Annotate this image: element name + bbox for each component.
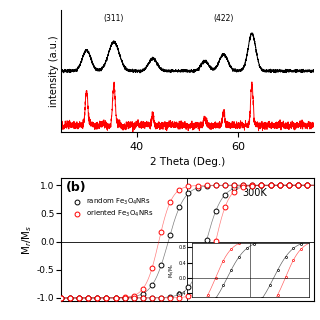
oriented Fe$_3$O$_4$NRs: [68, 296, 72, 300]
oriented Fe$_3$O$_4$NRs: [95, 296, 99, 300]
oriented Fe$_3$O$_4$NRs: [123, 295, 126, 299]
random Fe$_3$O$_4$NRs: [205, 184, 209, 188]
oriented Fe$_3$O$_4$NRs: [214, 183, 218, 187]
random Fe$_3$O$_4$NRs: [141, 292, 145, 296]
random Fe$_3$O$_4$NRs: [86, 296, 90, 300]
random Fe$_3$O$_4$NRs: [287, 183, 291, 187]
oriented Fe$_3$O$_4$NRs: [205, 183, 209, 187]
oriented Fe$_3$O$_4$NRs: [223, 183, 227, 187]
X-axis label: 2 Theta (Deg.): 2 Theta (Deg.): [149, 157, 225, 167]
oriented Fe$_3$O$_4$NRs: [104, 296, 108, 300]
oriented Fe$_3$O$_4$NRs: [132, 293, 136, 297]
oriented Fe$_3$O$_4$NRs: [77, 296, 81, 300]
random Fe$_3$O$_4$NRs: [150, 283, 154, 287]
random Fe$_3$O$_4$NRs: [168, 233, 172, 236]
oriented Fe$_3$O$_4$NRs: [86, 296, 90, 300]
Text: (b): (b): [66, 181, 86, 194]
oriented Fe$_3$O$_4$NRs: [177, 188, 181, 192]
oriented Fe$_3$O$_4$NRs: [114, 296, 117, 300]
random Fe$_3$O$_4$NRs: [305, 183, 309, 187]
oriented Fe$_3$O$_4$NRs: [241, 183, 245, 187]
random Fe$_3$O$_4$NRs: [278, 183, 282, 187]
oriented Fe$_3$O$_4$NRs: [232, 183, 236, 187]
random Fe$_3$O$_4$NRs: [123, 296, 126, 300]
random Fe$_3$O$_4$NRs: [250, 183, 254, 187]
random Fe$_3$O$_4$NRs: [296, 183, 300, 187]
random Fe$_3$O$_4$NRs: [77, 296, 81, 300]
oriented Fe$_3$O$_4$NRs: [250, 183, 254, 187]
oriented Fe$_3$O$_4$NRs: [150, 266, 154, 270]
random Fe$_3$O$_4$NRs: [95, 296, 99, 300]
random Fe$_3$O$_4$NRs: [132, 295, 136, 299]
Text: 300K: 300K: [243, 188, 267, 198]
random Fe$_3$O$_4$NRs: [214, 184, 218, 188]
random Fe$_3$O$_4$NRs: [159, 264, 163, 268]
oriented Fe$_3$O$_4$NRs: [196, 184, 199, 188]
oriented Fe$_3$O$_4$NRs: [268, 183, 272, 187]
random Fe$_3$O$_4$NRs: [232, 183, 236, 187]
Y-axis label: intensity (a.u.): intensity (a.u.): [49, 35, 60, 107]
Y-axis label: M$_r$/M$_s$: M$_r$/M$_s$: [20, 224, 34, 255]
oriented Fe$_3$O$_4$NRs: [305, 183, 309, 187]
Line: random Fe$_3$O$_4$NRs: random Fe$_3$O$_4$NRs: [58, 183, 309, 300]
oriented Fe$_3$O$_4$NRs: [59, 296, 63, 300]
random Fe$_3$O$_4$NRs: [177, 205, 181, 209]
oriented Fe$_3$O$_4$NRs: [260, 183, 263, 187]
random Fe$_3$O$_4$NRs: [260, 183, 263, 187]
oriented Fe$_3$O$_4$NRs: [287, 183, 291, 187]
oriented Fe$_3$O$_4$NRs: [159, 230, 163, 234]
oriented Fe$_3$O$_4$NRs: [168, 200, 172, 204]
random Fe$_3$O$_4$NRs: [268, 183, 272, 187]
oriented Fe$_3$O$_4$NRs: [296, 183, 300, 187]
Legend: random Fe$_3$O$_4$NRs, oriented Fe$_3$O$_4$NRs: random Fe$_3$O$_4$NRs, oriented Fe$_3$O$…: [67, 194, 156, 222]
Text: (422): (422): [213, 14, 234, 23]
oriented Fe$_3$O$_4$NRs: [278, 183, 282, 187]
oriented Fe$_3$O$_4$NRs: [187, 185, 190, 188]
random Fe$_3$O$_4$NRs: [187, 191, 190, 195]
random Fe$_3$O$_4$NRs: [241, 183, 245, 187]
random Fe$_3$O$_4$NRs: [59, 296, 63, 300]
random Fe$_3$O$_4$NRs: [223, 183, 227, 187]
Line: oriented Fe$_3$O$_4$NRs: oriented Fe$_3$O$_4$NRs: [58, 183, 309, 300]
oriented Fe$_3$O$_4$NRs: [141, 287, 145, 291]
random Fe$_3$O$_4$NRs: [104, 296, 108, 300]
random Fe$_3$O$_4$NRs: [68, 296, 72, 300]
random Fe$_3$O$_4$NRs: [114, 296, 117, 300]
Text: (311): (311): [104, 14, 124, 23]
random Fe$_3$O$_4$NRs: [196, 186, 199, 190]
